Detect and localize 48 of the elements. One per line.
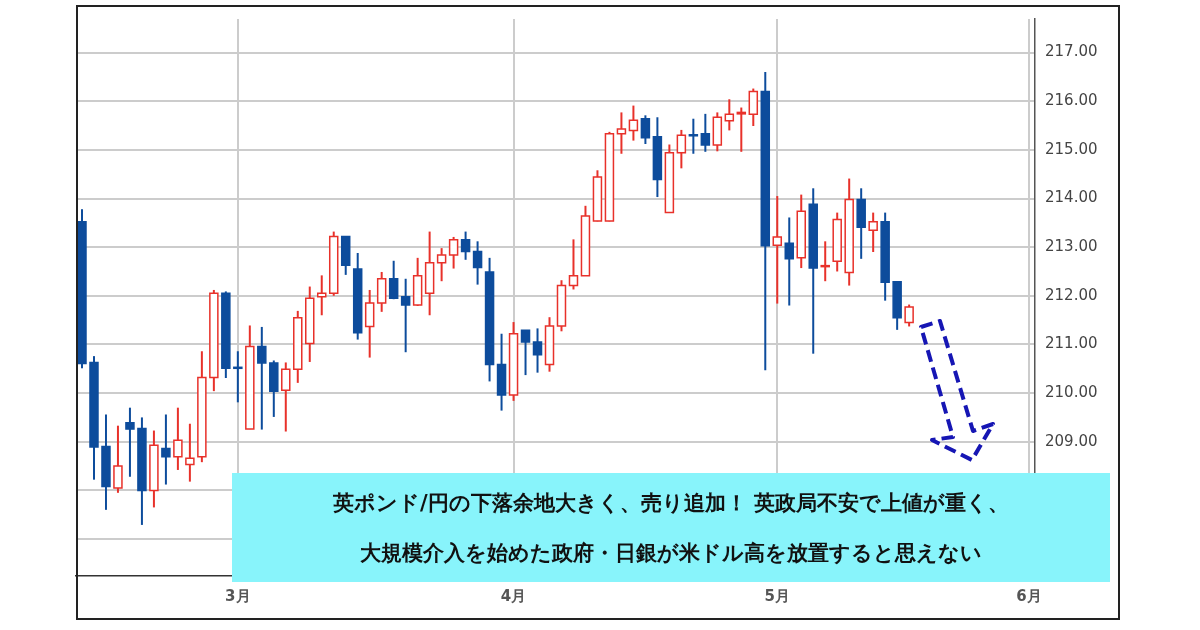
candlestick xyxy=(257,325,267,431)
y-tick-label: 210.00 xyxy=(1045,382,1098,401)
candlestick xyxy=(628,104,639,142)
y-tick-label: 216.00 xyxy=(1045,91,1098,110)
candlestick xyxy=(364,288,375,359)
y-tick-label: 214.00 xyxy=(1045,188,1098,207)
candlestick xyxy=(676,128,687,170)
y-tick-label: 209.00 xyxy=(1045,431,1098,450)
candlestick xyxy=(772,195,783,305)
y-tick-label: 215.00 xyxy=(1045,139,1098,158)
candlestick xyxy=(736,106,747,153)
annotation: 英ポンド/円の下落余地大きく、売り追加！ 英政局不安で上値が重く、 xyxy=(333,489,1009,517)
candlestick xyxy=(173,406,183,471)
candlestick xyxy=(388,259,399,301)
candlestick xyxy=(316,274,327,317)
candlestick xyxy=(868,211,878,254)
candlestick xyxy=(113,424,123,494)
candlestick xyxy=(472,240,483,286)
x-tick-label: 4月 xyxy=(500,586,527,605)
x-tick-label: 3月 xyxy=(225,586,251,605)
candlestick xyxy=(400,277,411,354)
candlestick xyxy=(448,235,459,270)
caption-box: 英ポンド/円の下落余地大きく、売り追加！ 英政局不安で上値が重く、 大規模介入を始めた政府・日銀が米ドル高を放置すると思えない xyxy=(232,473,1110,582)
y-tick-label: 212.00 xyxy=(1045,285,1098,304)
y-tick-label: 211.00 xyxy=(1045,334,1098,353)
candlestick xyxy=(688,117,699,155)
candlestick xyxy=(520,329,531,377)
candlestick xyxy=(281,361,291,433)
candlestick xyxy=(700,112,711,153)
x-tick-label: 5月 xyxy=(764,586,790,605)
x-tick-label: 6月 xyxy=(1016,586,1042,605)
candlestick xyxy=(820,240,830,283)
candlestick xyxy=(904,303,914,328)
candlestick xyxy=(568,238,579,291)
candlestick xyxy=(748,87,759,128)
candlestick xyxy=(233,350,243,404)
candlestick xyxy=(436,247,447,283)
candlestick xyxy=(640,114,651,146)
y-tick-label: 217.00 xyxy=(1045,42,1098,61)
candlestick xyxy=(125,406,135,478)
y-tick-label: 213.00 xyxy=(1045,237,1098,256)
candlestick xyxy=(616,111,627,155)
annotation: 大規模介入を始めた政府・日銀が米ドル高を放置すると思えない xyxy=(360,539,982,567)
candlestick xyxy=(185,422,195,483)
candlestick xyxy=(532,327,543,374)
candlestick xyxy=(784,216,795,307)
candlestick xyxy=(161,413,171,486)
candlestick xyxy=(460,230,471,261)
